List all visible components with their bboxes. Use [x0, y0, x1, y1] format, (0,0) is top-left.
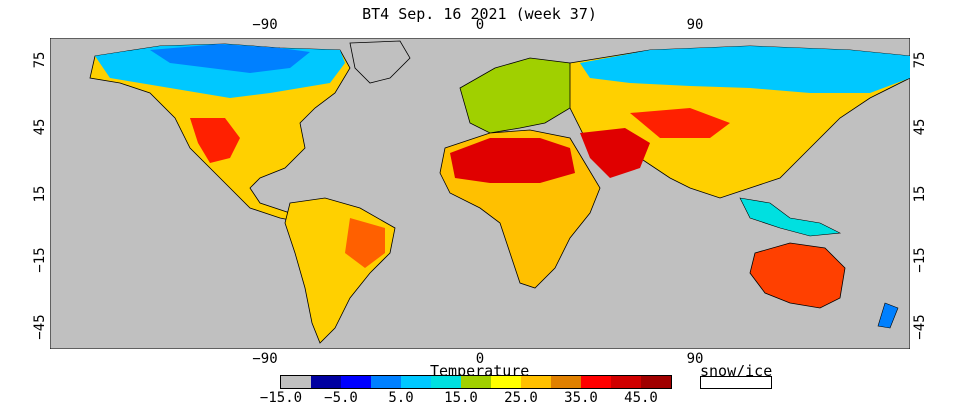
- legend-swatch: [641, 376, 671, 388]
- greenland: [349, 40, 411, 84]
- legend-swatch: [401, 376, 431, 388]
- sahara-hot: [450, 138, 575, 183]
- legend-swatch: [551, 376, 581, 388]
- latitude-tick-label: −15: [912, 247, 928, 273]
- australia-landmass: [749, 242, 846, 309]
- legend-swatch: [491, 376, 521, 388]
- legend-tick-label: 5.0: [388, 390, 414, 406]
- arabia-hot: [580, 128, 650, 178]
- snow-ice-swatch: [700, 376, 772, 389]
- legend-swatch: [521, 376, 551, 388]
- longitude-tick-label: 90: [686, 17, 704, 33]
- latitude-tick-label: 75: [32, 51, 48, 69]
- legend-swatch: [281, 376, 311, 388]
- latitude-tick-label: 45: [912, 118, 928, 136]
- legend-swatch: [581, 376, 611, 388]
- latitude-tick-label: 45: [32, 118, 48, 136]
- legend-tick-label: 15.0: [444, 390, 478, 406]
- longitude-tick-label: −90: [252, 351, 278, 367]
- legend-swatch: [431, 376, 461, 388]
- legend-tick-label: −5.0: [324, 390, 358, 406]
- maritime-southeast-asia: [739, 197, 842, 237]
- brazil-hot: [345, 218, 385, 268]
- legend-swatch: [371, 376, 401, 388]
- latitude-tick-label: −45: [912, 314, 928, 340]
- latitude-tick-label: −15: [32, 247, 48, 273]
- legend-swatch: [461, 376, 491, 388]
- longitude-tick-label: 90: [686, 351, 704, 367]
- us-southwest-hot: [190, 118, 240, 163]
- legend-swatch: [611, 376, 641, 388]
- central-asia-hot: [630, 108, 730, 138]
- longitude-tick-label: 0: [475, 17, 485, 33]
- latitude-tick-label: 75: [912, 51, 928, 69]
- temperature-map: [50, 38, 910, 349]
- new-zealand: [877, 302, 899, 329]
- latitude-tick-label: 15: [912, 185, 928, 202]
- legend-tick-label: 25.0: [504, 390, 538, 406]
- legend-tick-label: 45.0: [624, 390, 658, 406]
- legend-tick-label: 35.0: [564, 390, 598, 406]
- siberia-cool: [580, 46, 910, 93]
- snow-ice-label: snow/ice: [700, 362, 773, 380]
- longitude-tick-label: −90: [252, 17, 278, 33]
- map-title: BT4 Sep. 16 2021 (week 37): [362, 5, 597, 23]
- canada-far-north: [150, 44, 310, 73]
- latitude-tick-label: 15: [32, 185, 48, 202]
- longitude-tick-label: 0: [475, 351, 485, 367]
- legend-swatch: [311, 376, 341, 388]
- legend-tick-label: −15.0: [259, 390, 303, 406]
- latitude-tick-label: −45: [32, 314, 48, 340]
- legend-swatch: [341, 376, 371, 388]
- temperature-legend-bar: [280, 375, 672, 389]
